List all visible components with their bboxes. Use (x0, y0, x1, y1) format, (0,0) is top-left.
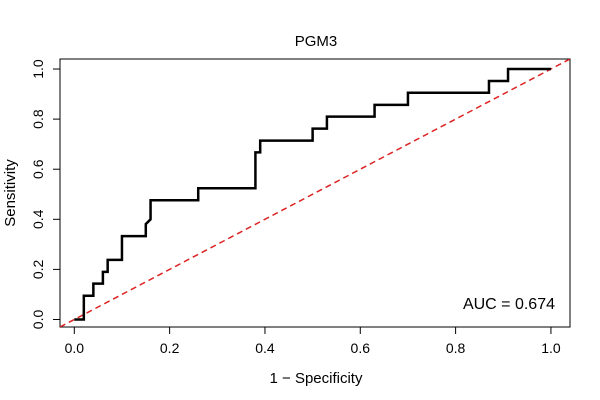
plot-frame (59, 58, 571, 328)
y-tick-label: 0.4 (30, 209, 46, 229)
x-tick-label: 0.2 (160, 340, 180, 356)
y-tick-label: 0.8 (30, 109, 46, 129)
series-layer (60, 59, 570, 327)
chart-title: PGM3 (295, 33, 338, 50)
y-axis-label: Sensitivity (2, 159, 19, 227)
x-tick-label: 0.4 (255, 340, 275, 356)
x-axis-label: 1 − Specificity (270, 370, 363, 387)
x-tick-label: 0.6 (351, 340, 371, 356)
auc-annotation: AUC = 0.674 (463, 296, 555, 313)
y-tick-label: 0.2 (30, 259, 46, 279)
x-tick-label: 1.0 (541, 340, 561, 356)
x-tick-label: 0.0 (65, 340, 85, 356)
x-axis: 0.0 0.2 0.4 0.6 0.8 1.0 (65, 326, 561, 356)
reference-diagonal (60, 59, 570, 327)
y-tick-label: 1.0 (30, 59, 46, 79)
y-tick-label: 0.0 (30, 310, 46, 330)
y-tick-label: 0.6 (30, 159, 46, 179)
x-tick-label: 0.8 (446, 340, 466, 356)
y-axis: 0.0 0.2 0.4 0.6 0.8 1.0 (30, 59, 61, 330)
roc-curve (74, 67, 551, 321)
